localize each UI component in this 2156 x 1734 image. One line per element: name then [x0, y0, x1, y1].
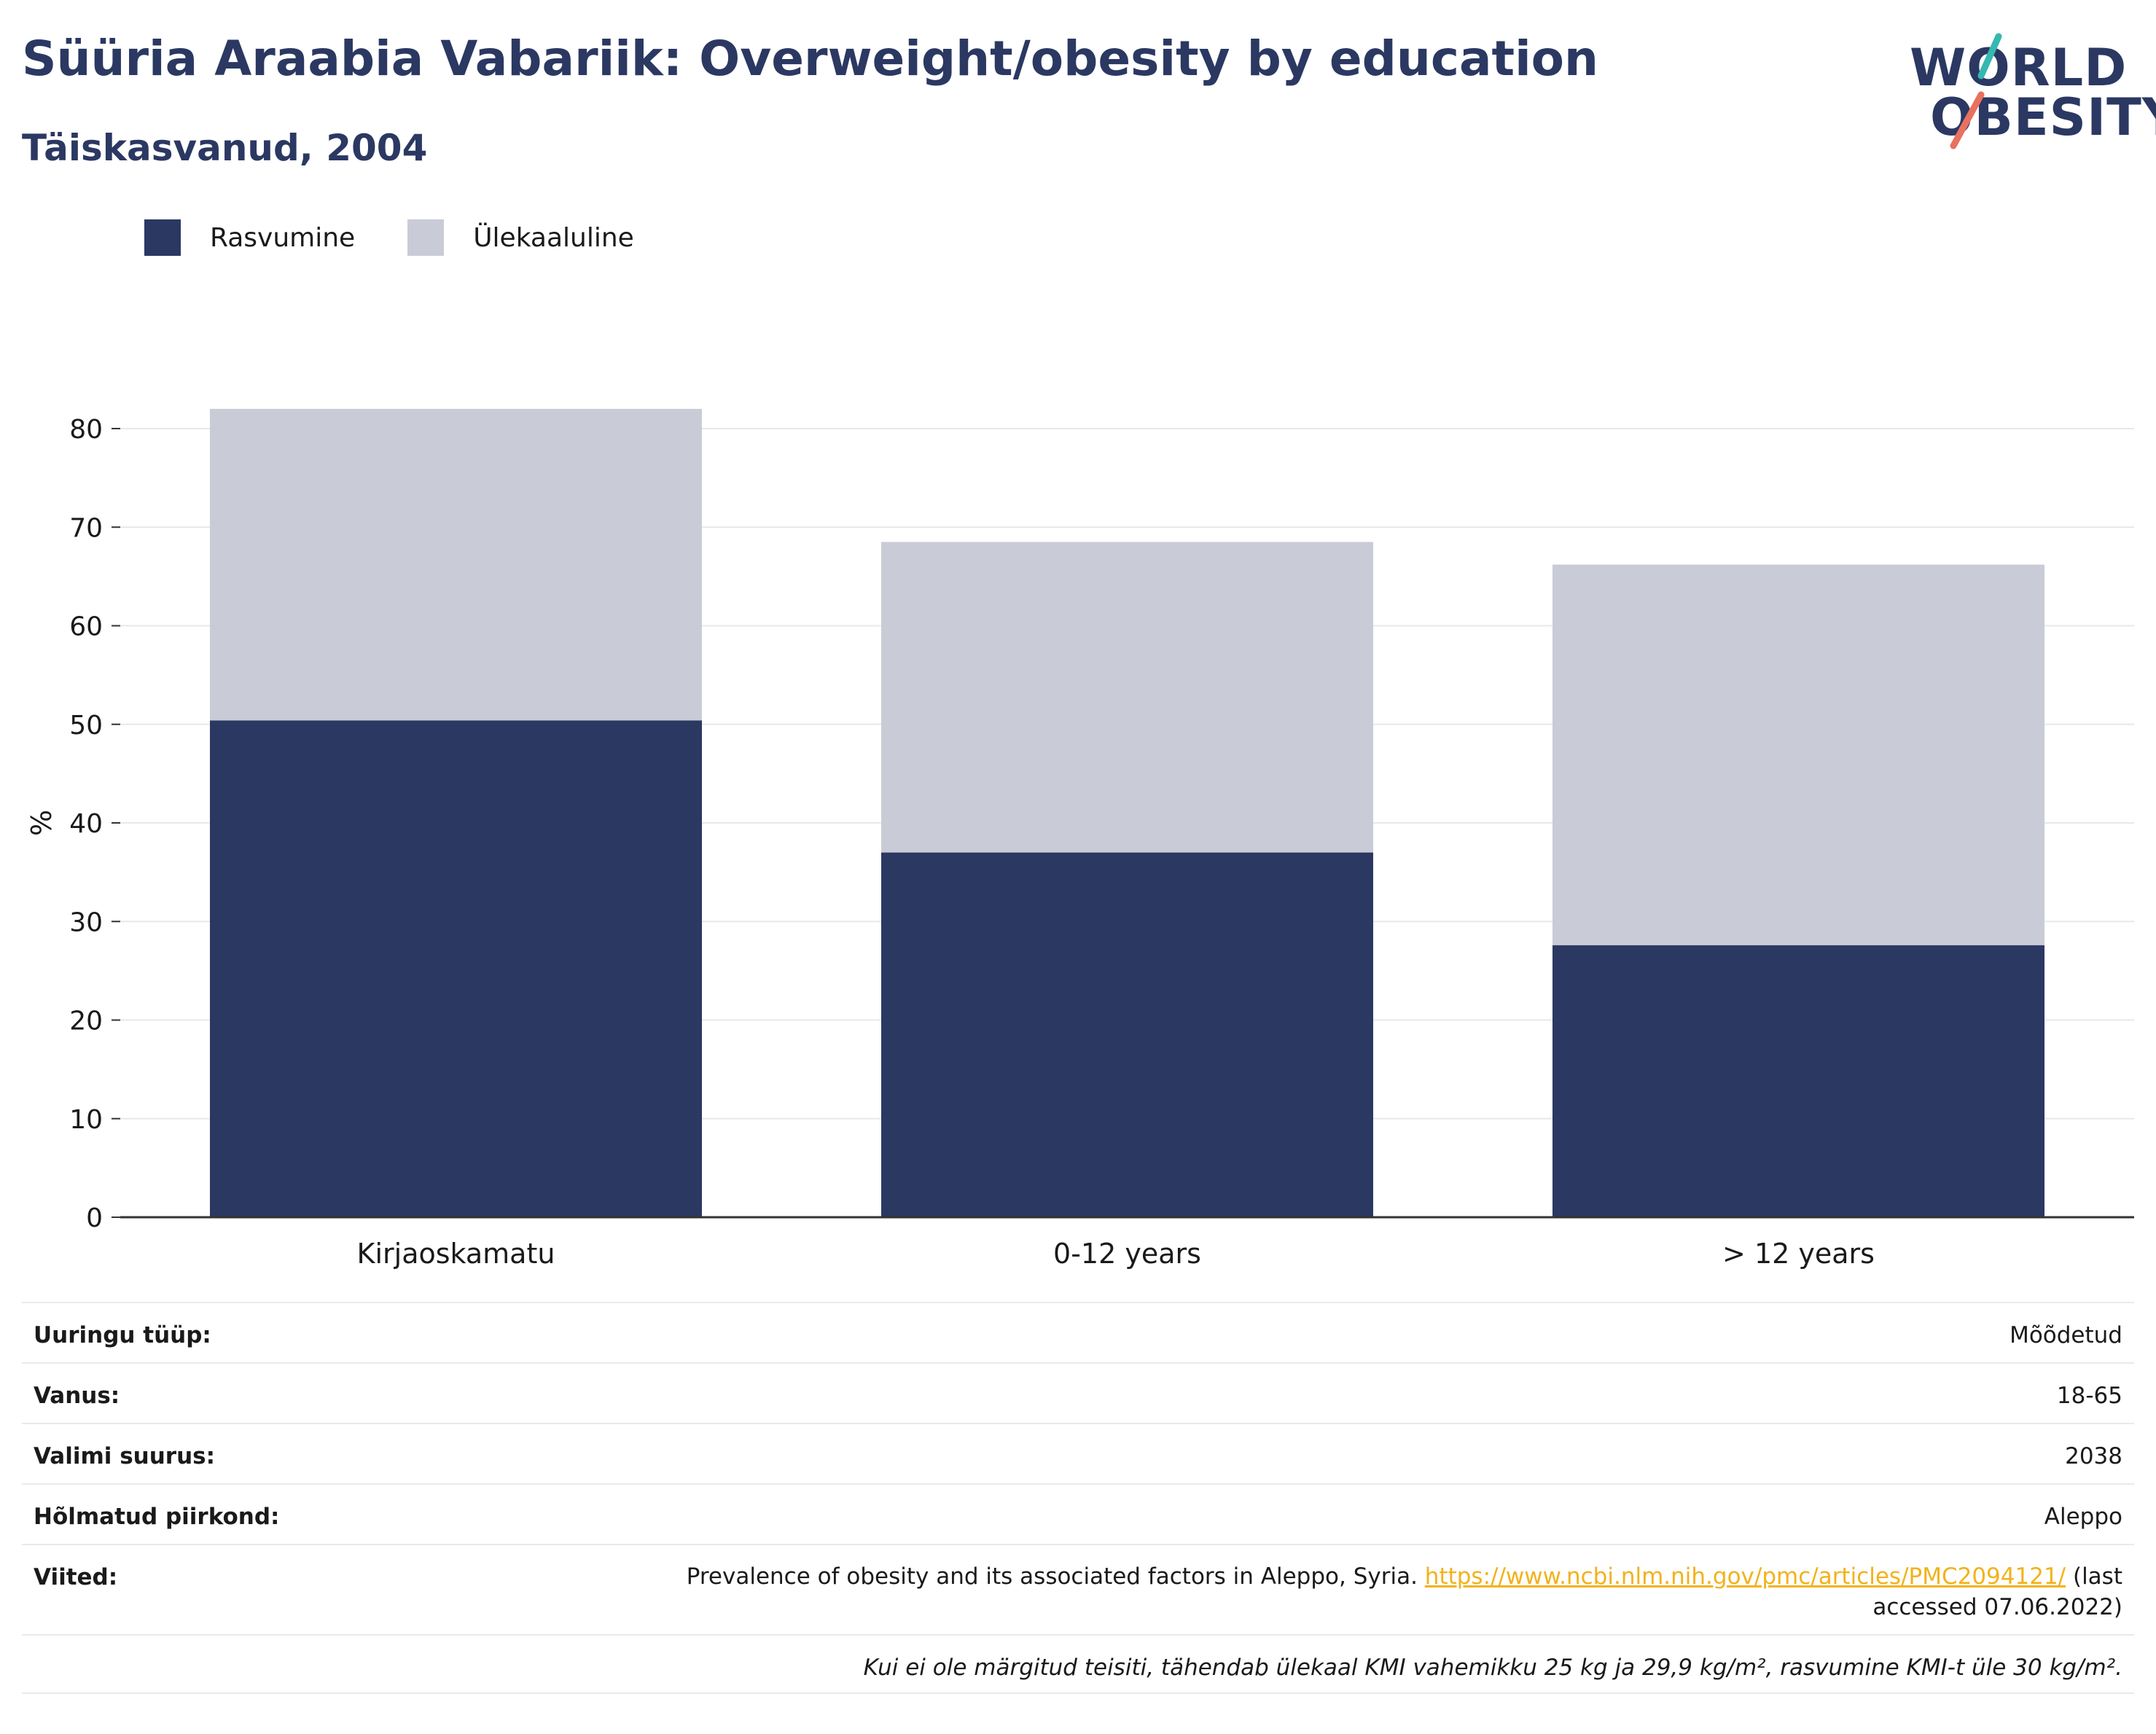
x-tick-label: 0-12 years [1053, 1238, 1201, 1270]
bar-ylekaaluline [210, 408, 702, 721]
logo-text-world: WORLD [1910, 38, 2128, 98]
chart-subtitle: Täiskasvanud, 2004 [22, 127, 428, 169]
y-tick-label: 40 [69, 809, 103, 839]
reference-suffix: (last accessed 07.06.2022) [1872, 1563, 2122, 1620]
meta-row-survey-type: Uuringu tüüp: Mõõdetud [22, 1302, 2134, 1362]
meta-key: Valimi suurus: [34, 1443, 215, 1469]
bar-rasvumine [881, 852, 1373, 1217]
y-tick-label: 80 [69, 415, 103, 445]
y-tick-label: 50 [69, 711, 103, 741]
chart-title: Süüria Araabia Vabariik: Overweight/obes… [22, 31, 1599, 87]
y-tick-label: 60 [69, 612, 103, 642]
meta-row-references: Viited: Prevalence of obesity and its as… [22, 1544, 2134, 1634]
meta-key: Uuringu tüüp: [34, 1322, 211, 1348]
meta-key: Vanus: [34, 1383, 120, 1409]
meta-value: 18-65 [2056, 1383, 2122, 1409]
meta-value: 2038 [2065, 1443, 2122, 1469]
world-obesity-logo: WORLD OBESITY [1895, 22, 2156, 153]
y-axis-label: % [26, 810, 58, 836]
legend-item-rasvumine[interactable]: Rasvumine [144, 219, 355, 256]
y-tick-label: 30 [69, 907, 103, 937]
meta-row-age: Vanus: 18-65 [22, 1362, 2134, 1423]
chart-legend: Rasvumine Ülekaaluline [144, 216, 687, 259]
meta-value: Aleppo [2044, 1504, 2122, 1530]
bar-rasvumine [1552, 945, 2044, 1217]
meta-row-sample-size: Valimi suurus: 2038 [22, 1423, 2134, 1483]
meta-value: Prevalence of obesity and its associated… [665, 1561, 2122, 1622]
bar-rasvumine [210, 720, 702, 1217]
bar-ylekaaluline [1552, 564, 2044, 945]
y-tick-label: 20 [69, 1007, 103, 1036]
meta-key: Hõlmatud piirkond: [34, 1504, 280, 1530]
y-tick-label: 10 [69, 1105, 103, 1135]
x-tick-label: > 12 years [1722, 1238, 1875, 1270]
reference-link[interactable]: https://www.ncbi.nlm.nih.gov/pmc/article… [1424, 1563, 2066, 1590]
bmi-definition-note: Kui ei ole märgitud teisiti, tähendab ül… [22, 1634, 2134, 1694]
meta-key: Viited: [34, 1564, 118, 1590]
bar-ylekaaluline [881, 542, 1373, 853]
meta-value: Mõõdetud [2009, 1322, 2122, 1348]
y-tick-label: 70 [69, 513, 103, 543]
y-tick-label: 0 [86, 1203, 103, 1233]
metadata-table: Uuringu tüüp: Mõõdetud Vanus: 18-65 Vali… [22, 1302, 2134, 1694]
logo-slash-icon [1950, 33, 2002, 149]
legend-swatch-rasvumine [144, 219, 181, 256]
reference-text: Prevalence of obesity and its associated… [686, 1563, 1425, 1590]
legend-label: Ülekaaluline [473, 222, 634, 253]
legend-label: Rasvumine [210, 222, 356, 253]
x-tick-label: Kirjaoskamatu [357, 1238, 555, 1270]
stacked-bar-chart: 0 10 20 30 40 50 60 70 80% Kirjaoskamatu 0-12 year… [26, 408, 2134, 1270]
meta-row-region: Hõlmatud piirkond: Aleppo [22, 1483, 2134, 1544]
legend-item-ylekaaluline[interactable]: Ülekaaluline [407, 219, 634, 256]
legend-swatch-ylekaaluline [407, 219, 445, 256]
